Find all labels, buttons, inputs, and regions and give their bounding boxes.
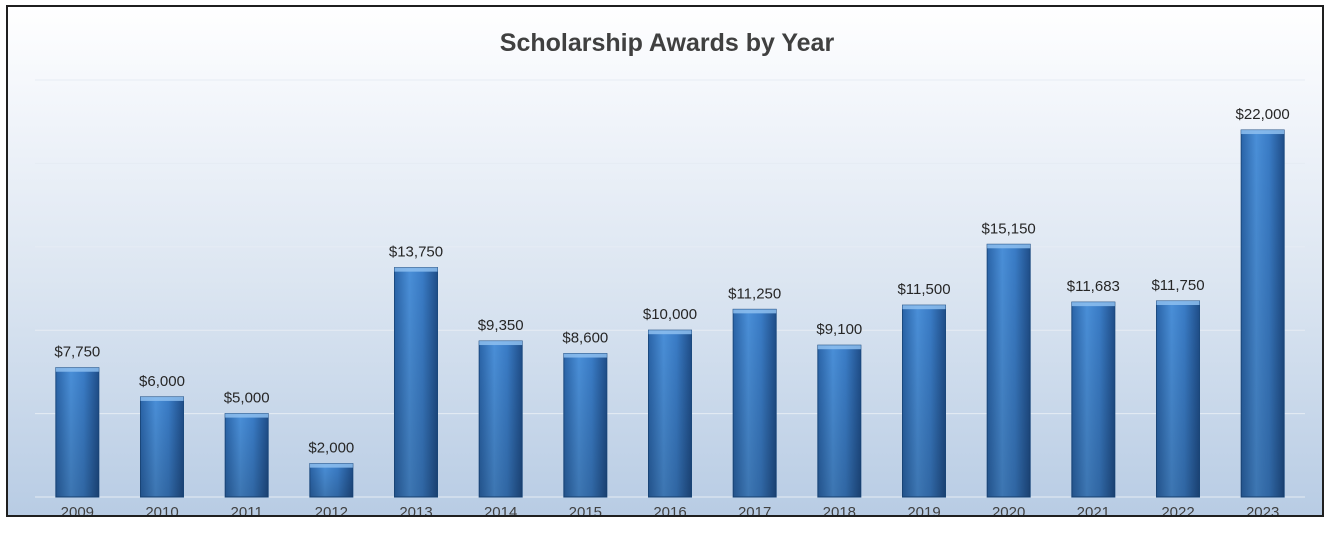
bar-shade-2020 — [987, 244, 1031, 497]
data-label-2023: $22,000 — [1236, 106, 1290, 123]
x-tick-label-2009: 2009 — [61, 504, 94, 517]
bar-shade-2009 — [55, 367, 99, 497]
data-label-2020: $15,150 — [982, 220, 1036, 237]
bar-shade-2015 — [563, 353, 607, 497]
bar-shade-2016 — [648, 330, 692, 497]
bar-cap-2016 — [648, 330, 692, 335]
bar-cap-2011 — [225, 413, 269, 418]
bar-cap-2015 — [563, 353, 607, 358]
data-label-2019: $11,500 — [897, 281, 950, 298]
chart-frame: Scholarship Awards by Year $7,750 $6,000 $… — [6, 5, 1324, 517]
bar-cap-2018 — [817, 345, 861, 350]
x-tick-label-2014: 2014 — [484, 504, 517, 517]
bar-shade-2014 — [479, 341, 523, 497]
data-label-2012: $2,000 — [308, 440, 354, 457]
bar-chart: Scholarship Awards by Year $7,750$6,000$… — [35, 29, 1305, 517]
bar-cap-2013 — [394, 267, 438, 272]
data-label-2021: $11,683 — [1067, 278, 1120, 295]
data-label-2017: $11,250 — [728, 285, 781, 302]
data-label-2016: $10,000 — [643, 306, 697, 323]
data-label-2009: $7,750 — [54, 344, 100, 361]
data-label-2014: $9,350 — [478, 317, 524, 334]
data-label-2018: $9,100 — [816, 321, 862, 338]
bar-shade-2013 — [394, 267, 438, 497]
x-tick-label-2013: 2013 — [399, 504, 432, 517]
bar-shade-2021 — [1071, 302, 1115, 497]
x-tick-label-2012: 2012 — [315, 504, 348, 517]
bar-shade-2011 — [225, 413, 269, 497]
x-axis-tick-labels: 2009 2010 2011 2012 2013 2014 2015 2016 2017 2018… — [61, 504, 1280, 517]
x-tick-label-2015: 2015 — [569, 504, 602, 517]
x-tick-label-2016: 2016 — [653, 504, 686, 517]
x-tick-label-2022: 2022 — [1161, 504, 1194, 517]
bar-shade-2019 — [902, 305, 946, 497]
bar-cap-2019 — [902, 305, 946, 310]
x-tick-label-2017: 2017 — [738, 504, 771, 517]
x-tick-label-2023: 2023 — [1246, 504, 1279, 517]
bar-cap-2017 — [733, 309, 777, 314]
bar-shade-2018 — [817, 345, 861, 497]
bar-shade-2012 — [309, 463, 353, 497]
data-label-2010: $6,000 — [139, 373, 185, 390]
bar-shade-2023 — [1241, 130, 1285, 497]
data-labels-group: $7,750 $6,000 $5,000 $2,000 $13,750 $9,350 $8,… — [54, 106, 1289, 457]
bar-cap-2014 — [479, 341, 523, 346]
chart-title: Scholarship Awards by Year — [500, 29, 835, 57]
data-label-2022: $11,750 — [1151, 277, 1204, 294]
bar-cap-2010 — [140, 396, 184, 401]
x-tick-label-2018: 2018 — [823, 504, 856, 517]
bar-shade-2017 — [733, 309, 777, 497]
x-tick-label-2020: 2020 — [992, 504, 1025, 517]
bar-cap-2009 — [55, 367, 99, 372]
data-label-2013: $13,750 — [389, 244, 443, 261]
bar-shade-2022 — [1156, 301, 1200, 497]
data-label-2015: $8,600 — [562, 330, 608, 347]
bar-shade-2010 — [140, 396, 184, 497]
bar-cap-2022 — [1156, 301, 1200, 306]
bar-cap-2020 — [987, 244, 1031, 249]
x-tick-label-2019: 2019 — [907, 504, 940, 517]
bar-cap-2021 — [1071, 302, 1115, 307]
bars-group — [55, 129, 1285, 498]
data-label-2011: $5,000 — [224, 390, 270, 407]
x-tick-label-2010: 2010 — [145, 504, 178, 517]
x-tick-label-2021: 2021 — [1077, 504, 1110, 517]
bar-cap-2023 — [1241, 130, 1285, 135]
x-tick-label-2011: 2011 — [231, 504, 263, 517]
bar-cap-2012 — [309, 463, 353, 468]
